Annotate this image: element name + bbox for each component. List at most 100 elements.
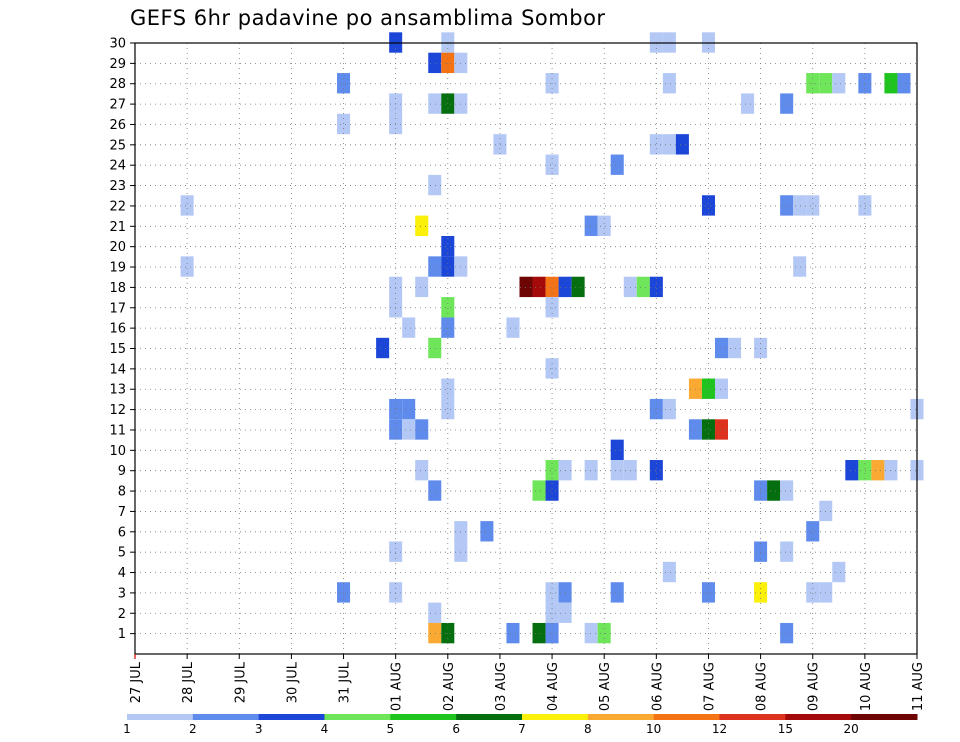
data-cell <box>662 73 676 94</box>
data-cell <box>428 622 442 644</box>
y-tick-label: 15 <box>109 342 126 357</box>
colorbar: 1 2 3 4 5 6 7 8 10 12 15 20 <box>123 714 918 736</box>
y-tick-label: 3 <box>118 586 126 601</box>
data-cell <box>584 460 598 481</box>
colorbar-swatch <box>390 714 457 720</box>
data-cell <box>558 602 572 623</box>
data-cell <box>793 195 807 216</box>
x-axis-ticks: 27 JUL 28 JUL 29 JUL 30 JUL 31 JUL 01 AUG 02 A… <box>129 654 926 711</box>
data-cell <box>532 276 546 298</box>
data-cell <box>441 235 455 257</box>
data-cell <box>545 276 559 298</box>
colorbar-swatch <box>192 714 260 720</box>
data-cell <box>884 460 898 481</box>
x-tick-label: 07 AUG <box>702 662 717 711</box>
data-cell <box>780 622 794 644</box>
colorbar-swatch <box>258 714 325 720</box>
data-cell <box>714 337 729 359</box>
data-cell <box>389 541 403 562</box>
y-tick-label: 16 <box>109 322 126 337</box>
y-tick-label: 22 <box>109 199 126 214</box>
data-cell <box>780 541 794 562</box>
x-tick-label: 31 JUL <box>338 661 353 703</box>
x-tick-label: 01 AUG <box>390 662 405 711</box>
data-cell <box>688 419 702 440</box>
data-cell <box>545 154 559 175</box>
colorbar-label: 2 <box>189 722 197 736</box>
data-cell <box>545 602 559 623</box>
y-tick-label: 7 <box>118 505 126 520</box>
y-tick-label: 26 <box>109 118 126 133</box>
data-cell <box>389 582 403 603</box>
data-cell <box>728 337 742 359</box>
data-cell <box>571 276 585 298</box>
data-cell <box>428 174 442 196</box>
data-cell <box>480 521 494 542</box>
data-cell <box>428 52 442 74</box>
y-tick-label: 28 <box>109 77 126 92</box>
y-tick-label: 20 <box>109 240 126 255</box>
data-cell <box>649 134 663 155</box>
data-cell <box>545 480 559 501</box>
data-cell <box>545 582 559 603</box>
data-cell <box>389 297 403 318</box>
data-cell <box>506 622 520 644</box>
data-cell <box>884 73 898 94</box>
data-cell <box>180 195 194 216</box>
y-tick-label: 4 <box>118 566 126 581</box>
data-cell <box>532 480 546 501</box>
y-tick-label: 27 <box>109 98 126 113</box>
data-cell <box>767 480 781 501</box>
data-cell <box>662 398 676 420</box>
data-cell <box>610 154 624 175</box>
data-cell <box>701 195 715 216</box>
data-cell <box>558 276 572 298</box>
y-tick-label: 1 <box>118 627 126 642</box>
data-cell <box>845 460 859 481</box>
colorbar-label: 7 <box>518 722 526 736</box>
y-tick-label: 23 <box>109 179 126 194</box>
data-cell <box>610 582 624 603</box>
y-tick-label: 2 <box>118 607 126 622</box>
data-cell <box>819 500 833 522</box>
data-cell <box>389 398 403 420</box>
data-cell <box>402 419 416 440</box>
x-tick-label: 09 AUG <box>807 662 822 711</box>
colorbar-label: 10 <box>646 722 661 736</box>
data-cell <box>662 134 676 155</box>
data-cell <box>688 378 702 399</box>
data-cell <box>597 215 611 236</box>
colorbar-swatch <box>456 714 523 720</box>
colorbar-swatch <box>522 714 589 720</box>
y-tick-label: 6 <box>118 525 126 540</box>
data-cell <box>623 460 637 481</box>
y-tick-label: 10 <box>109 444 126 459</box>
data-cell <box>819 582 833 603</box>
data-cell <box>337 582 351 603</box>
data-cell <box>180 256 194 277</box>
data-cell <box>441 398 455 420</box>
data-cell <box>649 460 663 481</box>
data-cell <box>754 480 768 501</box>
colorbar-label: 6 <box>452 722 460 736</box>
data-cell <box>441 297 455 318</box>
data-cell <box>376 337 390 359</box>
y-tick-label: 17 <box>109 301 126 316</box>
colorbar-swatch <box>587 714 655 720</box>
data-cell <box>649 276 663 298</box>
data-cell <box>741 93 755 114</box>
data-cell <box>897 73 911 94</box>
y-tick-label: 5 <box>118 546 126 561</box>
x-tick-label: 08 AUG <box>755 662 770 711</box>
data-cell <box>623 276 637 298</box>
data-cell <box>806 521 820 542</box>
data-cell <box>675 134 689 155</box>
x-tick-label: 10 AUG <box>859 662 874 711</box>
x-tick-label: 06 AUG <box>650 662 665 711</box>
data-cells <box>180 32 924 644</box>
y-tick-label: 19 <box>109 261 126 276</box>
colorbar-swatch <box>719 714 786 720</box>
data-cell <box>558 582 572 603</box>
data-cell <box>819 73 833 94</box>
